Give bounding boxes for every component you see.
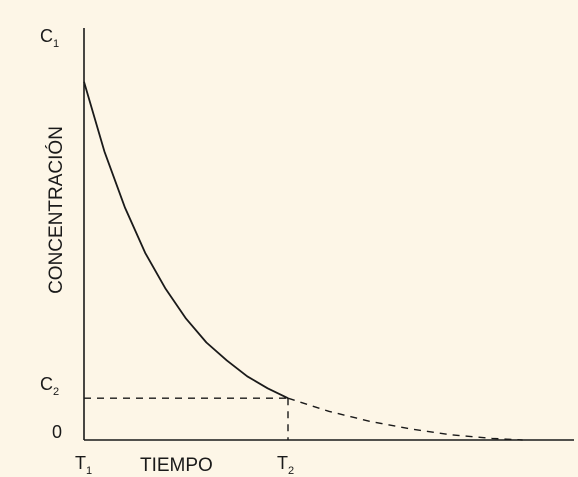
y-tick-label-c1: C1 — [40, 26, 59, 50]
x-tick-label-t2: T2 — [277, 453, 294, 477]
y-tick-label-c2: C2 — [40, 374, 59, 398]
y-tick-label-zero: 0 — [52, 422, 62, 442]
x-tick-label-t1: T1 — [75, 453, 92, 477]
extrapolated-curve-line — [287, 397, 523, 441]
concentration-curve-line — [83, 81, 289, 400]
x-axis-label: TIEMPO — [140, 455, 213, 476]
y-axis-label: CONCENTRACIÓN — [45, 126, 67, 294]
series-layer — [83, 81, 523, 441]
reference-lines — [84, 397, 289, 440]
